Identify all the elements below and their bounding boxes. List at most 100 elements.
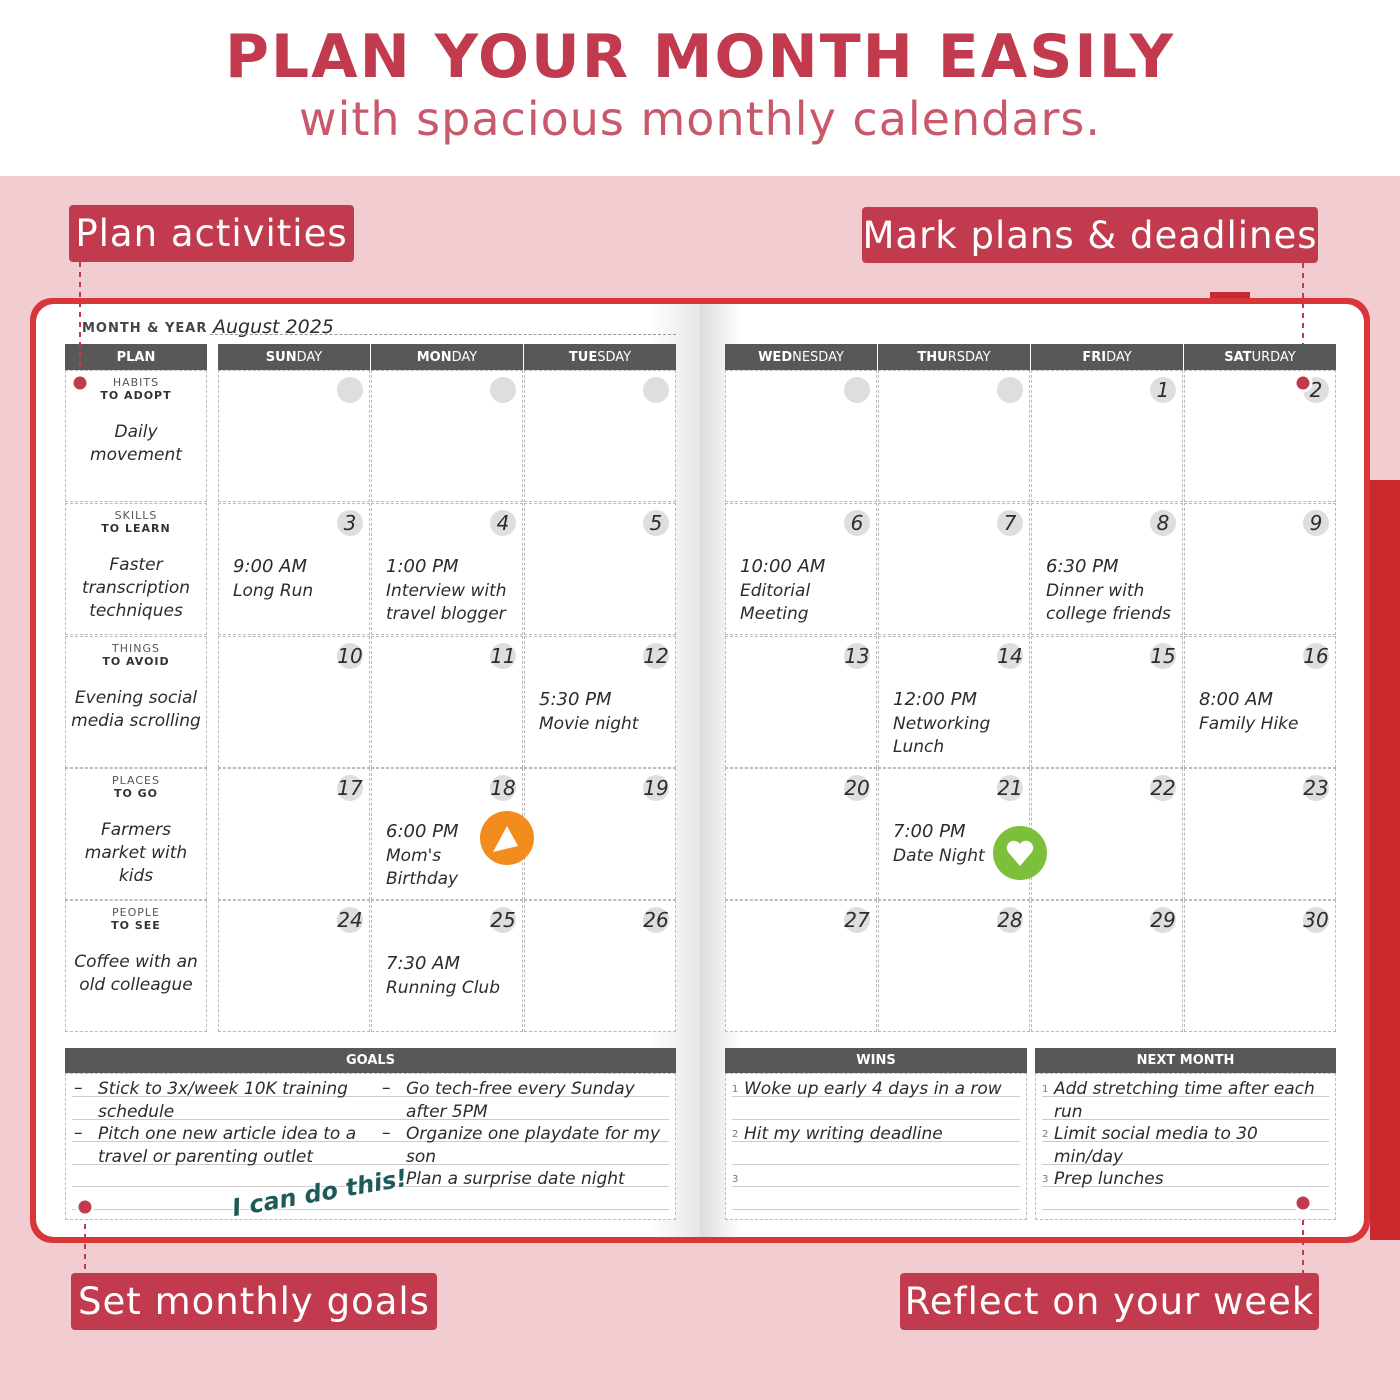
day-circle	[844, 377, 870, 403]
day-circle: 10	[337, 643, 363, 669]
day-circle: 4	[490, 510, 516, 536]
day-number: 18	[490, 776, 516, 800]
day-header-rest: DAY	[296, 349, 323, 365]
day-cell: 19	[524, 768, 676, 900]
day-circle	[490, 377, 516, 403]
day-header-bold: WED	[758, 349, 793, 365]
day-cell: 8 6:30 PM Dinner with college friends	[1031, 503, 1183, 635]
goal-dash: –	[382, 1123, 391, 1143]
day-number: 8	[1156, 511, 1170, 535]
rule-line	[732, 1163, 1020, 1165]
item-number: 2	[1042, 1129, 1049, 1140]
item-number: 1	[732, 1084, 739, 1095]
day-cell: 15	[1031, 636, 1183, 768]
day-number: 12	[643, 644, 669, 668]
day-header: SAT URDAY	[1184, 344, 1336, 370]
goal-text: Go tech-free every Sunday after 5PM	[406, 1079, 635, 1122]
section-title-bold: NEXT MONTH	[1136, 1053, 1235, 1068]
callout-label: Reflect on your week	[900, 1273, 1319, 1330]
plan-category: SKILLS	[114, 509, 158, 522]
day-cell: 28	[878, 900, 1030, 1032]
plan-category-bold: TO ADOPT	[100, 389, 172, 402]
rule-line	[732, 1096, 1020, 1097]
day-number: 14	[997, 644, 1023, 668]
month-label: MONTH & YEAR	[82, 321, 208, 336]
day-header-bold: SAT	[1224, 349, 1252, 365]
day-cell: 30	[1184, 900, 1336, 1032]
plan-text: Farmers market with kids	[84, 820, 188, 886]
goal-dash: –	[74, 1123, 83, 1143]
day-cell: 29	[1031, 900, 1183, 1032]
event-text: Date Night	[893, 846, 985, 866]
day-header-bold: MON	[416, 349, 452, 365]
day-cell: 14 12:00 PM Networking Lunch	[878, 636, 1030, 768]
day-cell: 1	[1031, 370, 1183, 502]
day-number: 5	[649, 511, 663, 535]
rule-line	[1042, 1186, 1329, 1187]
day-cell: 20	[725, 768, 877, 900]
day-number: 17	[337, 776, 363, 800]
improve-box: 1 Add stretching time after each run 2 Limi…	[1035, 1073, 1336, 1220]
day-number: 24	[337, 908, 363, 932]
plan-text: Faster transcription techniques	[81, 555, 191, 621]
day-circle: 24	[337, 907, 363, 933]
day-circle: 17	[337, 775, 363, 801]
day-circle: 23	[1303, 775, 1329, 801]
callout-label: Plan activities	[69, 205, 354, 262]
callout-label: Mark plans & deadlines	[862, 207, 1318, 263]
day-cell: 13	[725, 636, 877, 768]
day-number: 6	[850, 511, 864, 535]
day-cell	[371, 370, 523, 502]
plan-cell: PEOPLE TO SEE Coffee with an old colleague	[65, 900, 207, 1032]
day-cell	[878, 370, 1030, 502]
rule-line	[732, 1118, 1020, 1120]
rule-line	[732, 1141, 1020, 1142]
event-time: 8:00 AM	[1199, 689, 1273, 710]
rule-line	[72, 1141, 669, 1142]
day-cell: 7	[878, 503, 1030, 635]
day-circle: 30	[1303, 907, 1329, 933]
day-number: 3	[343, 511, 357, 535]
day-cell: 21 7:00 PM Date Night	[878, 768, 1030, 900]
plan-cell: PLACES TO GO Farmers market with kids	[65, 768, 207, 900]
wins-header: WINS	[725, 1048, 1027, 1073]
day-header-bold: TUE	[568, 349, 598, 365]
header: PLAN YOUR MONTH EASILY with spacious mon…	[0, 0, 1400, 176]
goal-text: Pitch one new article idea to a travel o…	[98, 1124, 357, 1167]
day-circle: 29	[1150, 907, 1176, 933]
day-cell: 4 1:00 PM Interview with travel blogger	[371, 503, 523, 635]
item-text: Woke up early 4 days in a row	[744, 1079, 1002, 1099]
item-text: Add stretching time after each run	[1054, 1079, 1315, 1122]
day-circle: 11	[490, 643, 516, 669]
day-circle: 13	[844, 643, 870, 669]
plan-text: Evening social media scrolling	[71, 688, 201, 731]
event-text: Mom's Birthday	[386, 846, 459, 889]
day-cell: 26	[524, 900, 676, 1032]
day-circle: 26	[643, 907, 669, 933]
goal-text: Stick to 3x/week 10K training schedule	[98, 1079, 348, 1122]
day-circle	[643, 377, 669, 403]
rule-line	[1042, 1118, 1329, 1120]
day-circle: 20	[844, 775, 870, 801]
day-cell: 12 5:30 PM Movie night	[524, 636, 676, 768]
event-time: 6:30 PM	[1046, 556, 1119, 577]
day-circle: 22	[1150, 775, 1176, 801]
rule-line	[72, 1163, 669, 1165]
day-circle: 14	[997, 643, 1023, 669]
day-circle: 9	[1303, 510, 1329, 536]
goal-text: Plan a surprise date night	[406, 1169, 625, 1189]
event-time: 12:00 PM	[893, 689, 977, 710]
day-cell: 9	[1184, 503, 1336, 635]
section-title-bold: WINS	[856, 1053, 896, 1068]
rule-line	[72, 1096, 669, 1097]
day-circle: 18	[490, 775, 516, 801]
plan-category-bold: TO GO	[113, 787, 159, 800]
day-number: 26	[643, 908, 669, 932]
day-circle	[997, 377, 1023, 403]
section-title-bold: GOALS	[345, 1053, 396, 1068]
day-number: 9	[1309, 511, 1323, 535]
event-text: Running Club	[386, 978, 500, 998]
goal-text: Organize one playdate for my son	[406, 1124, 661, 1167]
day-circle: 3	[337, 510, 363, 536]
